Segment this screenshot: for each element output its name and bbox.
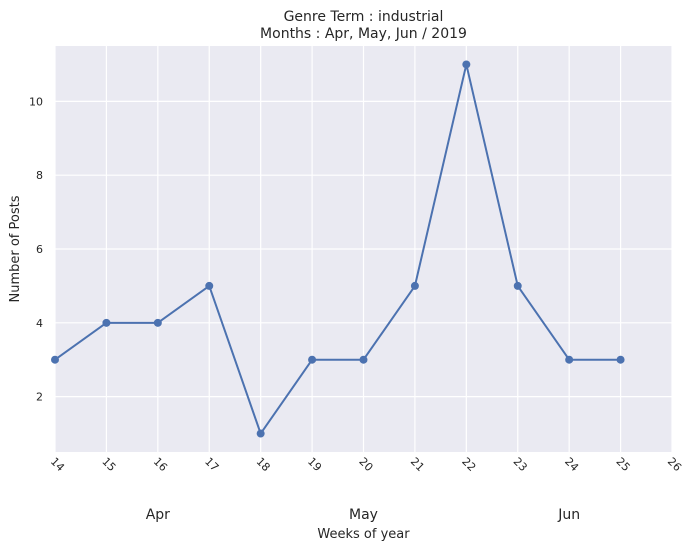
y-tick-label: 10 — [29, 95, 43, 108]
x-axis-label: Weeks of year — [317, 527, 410, 542]
month-label: Apr — [146, 507, 170, 523]
data-point — [153, 318, 162, 327]
month-label: Jun — [557, 507, 580, 523]
data-point — [51, 355, 59, 364]
x-tick-labels: 14 15 16 17 18 19 20 21 22 23 24 25 26 — [48, 455, 684, 474]
data-point — [308, 355, 317, 364]
x-tick-label: 24 — [562, 455, 581, 474]
y-tick-label: 8 — [36, 169, 43, 182]
x-tick-label: 17 — [202, 455, 221, 474]
data-point — [462, 60, 471, 69]
chart-subtitle: Months : Apr, May, Jun / 2019 — [260, 26, 467, 42]
x-tick-label: 19 — [305, 455, 324, 474]
y-tick-labels: 2 4 6 8 10 — [29, 95, 43, 403]
data-point — [256, 429, 265, 438]
x-tick-label: 18 — [254, 455, 273, 474]
series-group — [51, 60, 625, 438]
x-tick-label: 25 — [614, 455, 633, 474]
y-tick-label: 2 — [36, 391, 43, 404]
data-point — [359, 355, 368, 364]
y-axis-label: Number of Posts — [8, 195, 23, 302]
data-point — [205, 281, 214, 290]
series-line — [54, 63, 621, 435]
month-label: May — [349, 507, 378, 523]
data-point — [410, 281, 419, 290]
x-tick-label: 21 — [408, 455, 427, 474]
x-tick-label: 14 — [48, 455, 67, 474]
y-tick-label: 6 — [36, 243, 43, 256]
data-point — [102, 318, 111, 327]
x-tick-label: 20 — [356, 455, 375, 474]
x-tick-label: 26 — [665, 455, 684, 474]
chart-title: Genre Term : industrial — [284, 9, 444, 25]
x-tick-label: 22 — [459, 455, 478, 474]
x-tick-label: 16 — [151, 455, 170, 474]
x-tick-label: 23 — [511, 455, 530, 474]
y-tick-label: 4 — [36, 317, 43, 330]
data-point — [513, 281, 522, 290]
grid-lines — [54, 46, 673, 452]
data-point — [565, 355, 574, 364]
month-labels: Apr May Jun — [146, 507, 580, 523]
data-point — [616, 355, 625, 364]
x-tick-label: 15 — [99, 455, 118, 474]
